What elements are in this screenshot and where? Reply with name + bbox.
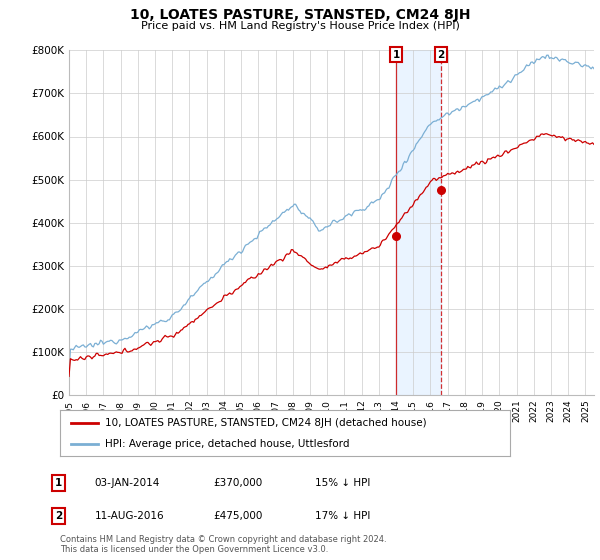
Text: £370,000: £370,000 bbox=[213, 478, 262, 488]
Text: 15% ↓ HPI: 15% ↓ HPI bbox=[315, 478, 370, 488]
Text: Contains HM Land Registry data © Crown copyright and database right 2024.
This d: Contains HM Land Registry data © Crown c… bbox=[60, 535, 386, 554]
Text: 1: 1 bbox=[392, 50, 400, 60]
Text: 03-JAN-2014: 03-JAN-2014 bbox=[95, 478, 160, 488]
Text: 2: 2 bbox=[437, 50, 445, 60]
Text: 10, LOATES PASTURE, STANSTED, CM24 8JH: 10, LOATES PASTURE, STANSTED, CM24 8JH bbox=[130, 8, 470, 22]
Text: Price paid vs. HM Land Registry's House Price Index (HPI): Price paid vs. HM Land Registry's House … bbox=[140, 21, 460, 31]
Text: 2: 2 bbox=[55, 511, 62, 521]
Bar bbox=[396, 50, 441, 395]
Text: 10, LOATES PASTURE, STANSTED, CM24 8JH (detached house): 10, LOATES PASTURE, STANSTED, CM24 8JH (… bbox=[105, 418, 427, 428]
Text: £475,000: £475,000 bbox=[213, 511, 262, 521]
Text: HPI: Average price, detached house, Uttlesford: HPI: Average price, detached house, Uttl… bbox=[105, 439, 349, 449]
Text: 11-AUG-2016: 11-AUG-2016 bbox=[95, 511, 164, 521]
Text: 17% ↓ HPI: 17% ↓ HPI bbox=[315, 511, 370, 521]
Text: 1: 1 bbox=[55, 478, 62, 488]
